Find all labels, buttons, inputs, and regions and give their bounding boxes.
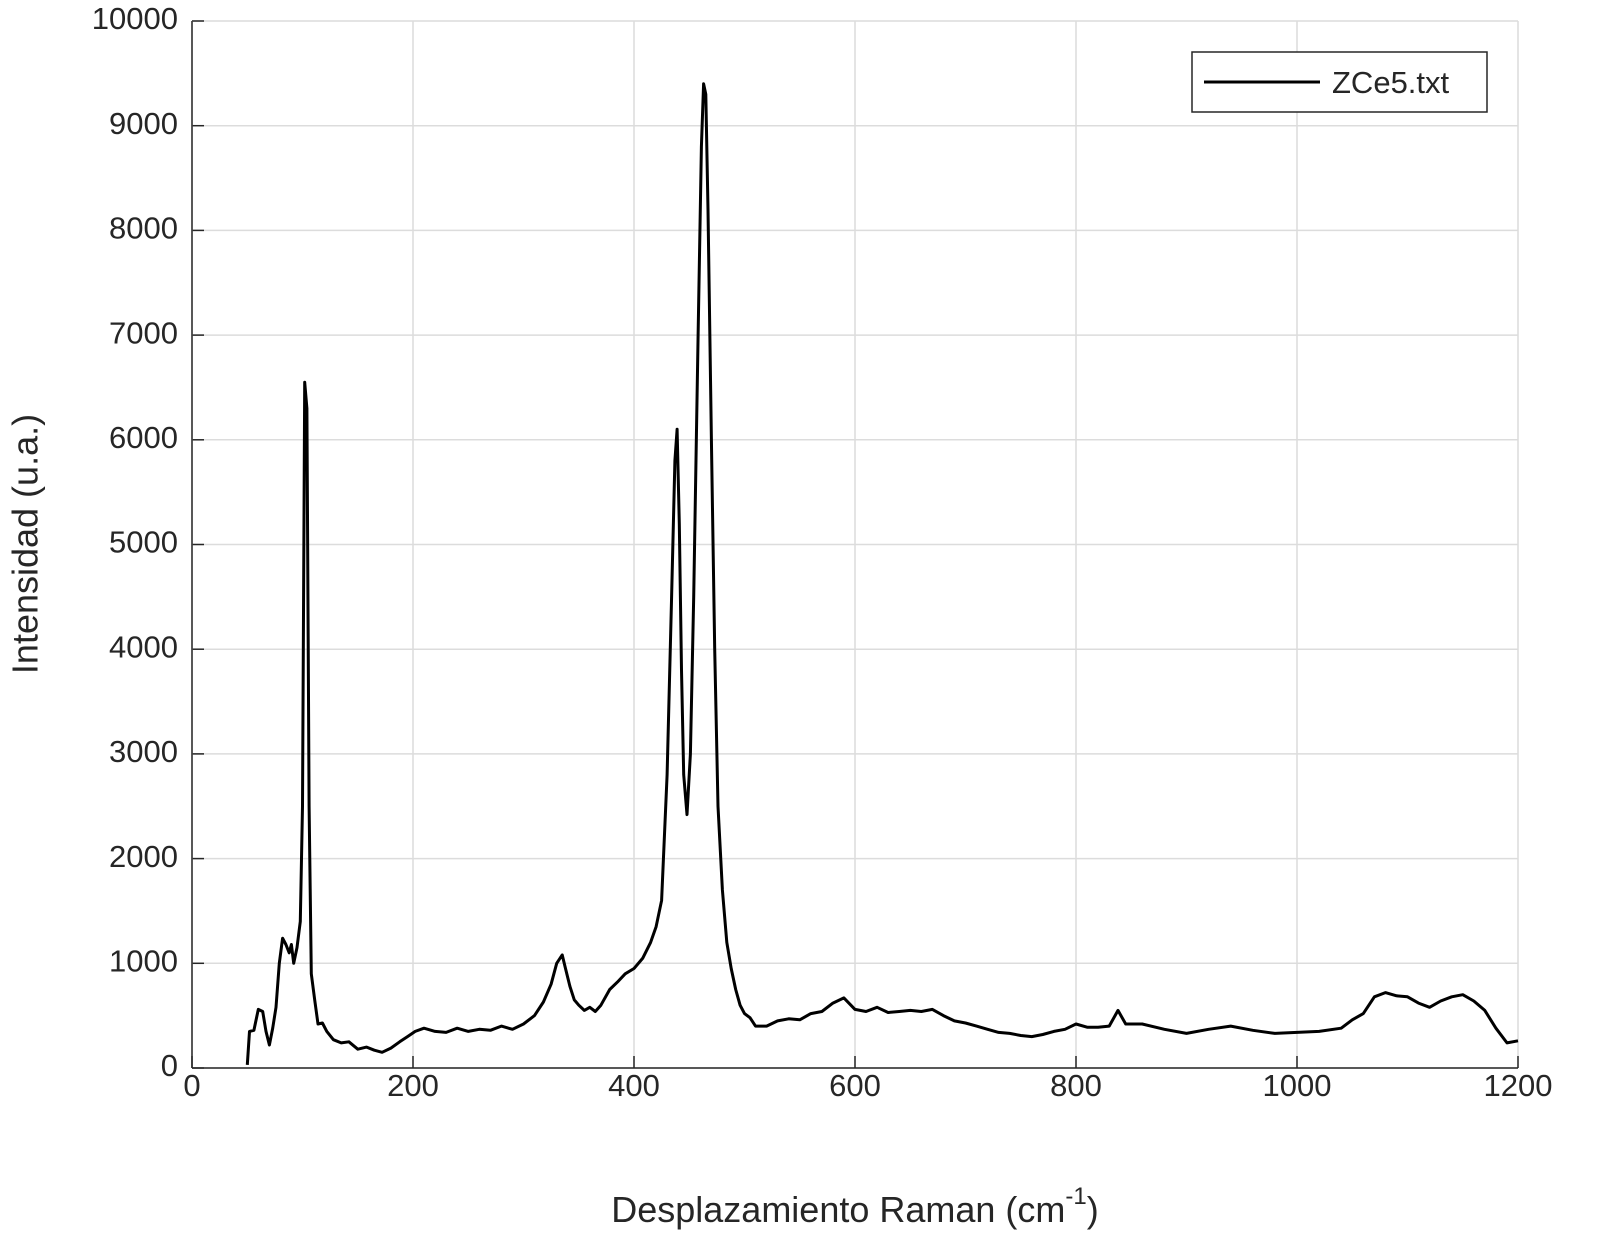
y-tick-label: 7000 bbox=[109, 315, 178, 350]
y-tick-label: 3000 bbox=[109, 734, 178, 769]
x-tick-label: 600 bbox=[829, 1068, 881, 1103]
y-tick-label: 0 bbox=[161, 1048, 178, 1083]
x-axis-label-tail: ) bbox=[1087, 1189, 1099, 1230]
y-tick-label: 6000 bbox=[109, 420, 178, 455]
x-tick-label: 0 bbox=[183, 1068, 200, 1103]
y-tick-label: 8000 bbox=[109, 211, 178, 246]
y-axis-label: Intensidad (u.a.) bbox=[5, 414, 46, 674]
y-tick-label: 2000 bbox=[109, 839, 178, 874]
x-tick-label: 1200 bbox=[1484, 1068, 1553, 1103]
legend: ZCe5.txt bbox=[1191, 51, 1488, 113]
y-tick-label: 4000 bbox=[109, 629, 178, 664]
x-axis-label-text: Desplazamiento Raman (cm bbox=[611, 1189, 1065, 1230]
x-axis-label: Desplazamiento Raman (cm-1) bbox=[611, 1183, 1099, 1229]
data-line bbox=[245, 82, 1519, 1065]
y-tick-label: 9000 bbox=[109, 106, 178, 141]
y-tick-label: 5000 bbox=[109, 525, 178, 560]
y-tick-label: 1000 bbox=[109, 943, 178, 978]
x-tick-label: 200 bbox=[387, 1068, 439, 1103]
x-tick-label: 800 bbox=[1050, 1068, 1102, 1103]
y-tick-label: 10000 bbox=[92, 1, 178, 36]
legend-label: ZCe5.txt bbox=[1332, 65, 1450, 100]
x-tick-label: 1000 bbox=[1263, 1068, 1332, 1103]
x-tick-label: 400 bbox=[608, 1068, 660, 1103]
x-axis-label-sup: -1 bbox=[1065, 1183, 1086, 1210]
